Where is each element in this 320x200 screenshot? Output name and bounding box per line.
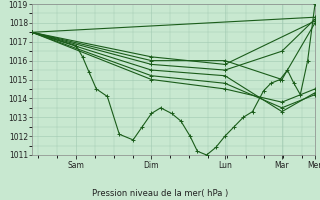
Text: Pression niveau de la mer( hPa ): Pression niveau de la mer( hPa ) — [92, 189, 228, 198]
